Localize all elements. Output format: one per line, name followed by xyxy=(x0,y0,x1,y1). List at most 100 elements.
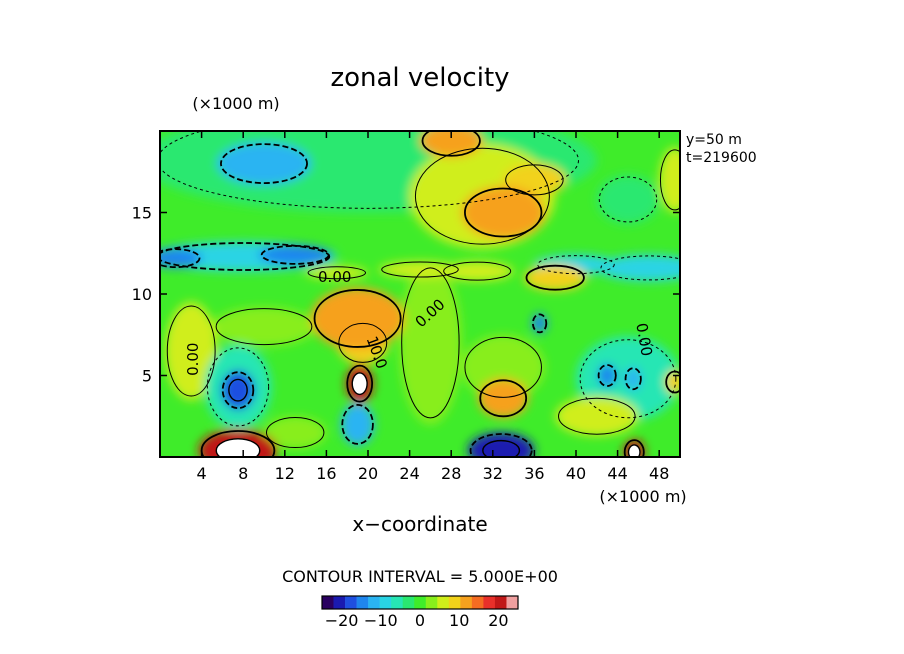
positive-contour xyxy=(479,379,528,418)
y-tick-label: 15 xyxy=(132,204,152,223)
positive-contour xyxy=(421,131,481,157)
contour-lines xyxy=(160,131,680,457)
velocity-feature xyxy=(212,307,316,347)
colorbar-tick-label: 10 xyxy=(449,611,469,630)
colorbar-swatch xyxy=(483,596,496,609)
positive-contour xyxy=(443,261,512,281)
colorbar-swatch xyxy=(345,596,357,609)
colorbar-swatch xyxy=(437,596,450,609)
colorbar-swatch xyxy=(356,596,369,609)
x-tick-label: 36 xyxy=(524,464,544,483)
negative-contour xyxy=(206,347,270,427)
positive-contour xyxy=(381,261,459,278)
colorbar-swatch xyxy=(322,596,334,609)
velocity-feature xyxy=(264,416,327,449)
y-tick-label: 5 xyxy=(142,367,152,386)
positive-contour xyxy=(166,305,216,397)
negative-contour xyxy=(624,367,642,391)
velocity-feature xyxy=(524,264,587,291)
positive-contour xyxy=(307,266,367,280)
x-tick-label: 20 xyxy=(358,464,378,483)
x-tick-label: 28 xyxy=(441,464,461,483)
velocity-feature xyxy=(420,131,483,158)
x-tick-label: 32 xyxy=(483,464,503,483)
velocity-feature xyxy=(221,370,255,410)
colorbar-swatch xyxy=(402,596,415,609)
colorbar-ticks: −20 −10 0 10 20 xyxy=(325,611,509,630)
velocity-feature xyxy=(478,378,529,418)
negative-contour xyxy=(532,313,548,334)
positive-contour xyxy=(525,264,585,291)
negative-contour xyxy=(598,176,658,223)
x-tick-label: 48 xyxy=(649,464,669,483)
x-tick-label: 4 xyxy=(197,464,207,483)
negative-contour xyxy=(597,364,617,387)
core-contour xyxy=(482,439,521,457)
contour-interval: CONTOUR INTERVAL = 5.000E+00 xyxy=(282,567,558,586)
negative-contour xyxy=(221,371,255,410)
velocity-feature xyxy=(310,287,405,350)
colorbar-swatch xyxy=(460,596,473,609)
y-axis: 5 10 15 xyxy=(132,204,680,386)
x-tick-label: 24 xyxy=(399,464,419,483)
positive-contour xyxy=(659,149,680,211)
colorbar-swatch xyxy=(448,596,461,609)
info-line-time: t=219600 xyxy=(686,150,757,166)
colorbar-tick-label: 0 xyxy=(415,611,425,630)
velocity-feature xyxy=(596,175,660,224)
velocity-field xyxy=(160,131,680,457)
positive-contour xyxy=(414,147,550,245)
x-tick-label: 12 xyxy=(275,464,295,483)
x-axis: 4 8 12 16 20 24 28 32 36 40 44 48 xyxy=(197,131,669,483)
negative-contour xyxy=(260,244,330,265)
negative-contour xyxy=(160,131,579,209)
contour-value-label: 0.00 xyxy=(318,268,351,286)
velocity-feature xyxy=(503,163,566,197)
velocity-feature xyxy=(340,403,375,446)
y-tick-label: 10 xyxy=(132,285,152,304)
positive-contour xyxy=(401,267,460,419)
positive-contour xyxy=(464,336,542,398)
contour-value-label: 0.00 xyxy=(184,342,202,375)
negative-contour xyxy=(160,248,201,269)
x-axis-label: x−coordinate xyxy=(352,512,487,536)
velocity-feature xyxy=(665,370,680,394)
velocity-feature xyxy=(596,254,680,281)
colorbar-swatch xyxy=(414,596,427,609)
colorbar-tick-label: 20 xyxy=(488,611,508,630)
velocity-feature xyxy=(624,367,642,391)
colorbar-swatch xyxy=(391,596,404,609)
positive-contour xyxy=(313,289,402,348)
velocity-feature xyxy=(555,396,639,436)
velocity-feature xyxy=(440,261,514,281)
negative-contour xyxy=(220,143,308,184)
chart-title: zonal velocity xyxy=(330,63,509,93)
positive-contour xyxy=(265,417,325,449)
negative-contour xyxy=(469,433,533,457)
velocity-feature xyxy=(378,261,462,278)
colorbar-swatch xyxy=(506,596,519,609)
x-tick-label: 8 xyxy=(238,464,248,483)
velocity-feature xyxy=(659,147,680,213)
velocity-feature xyxy=(532,313,547,334)
colorbar xyxy=(321,595,519,610)
velocity-feature xyxy=(305,266,368,280)
positive-contour xyxy=(623,439,645,457)
positive-contour xyxy=(558,397,636,435)
colorbar-swatch xyxy=(368,596,380,609)
colorbar-swatch xyxy=(379,596,392,609)
core-contour xyxy=(627,444,641,457)
x-tick-label: 40 xyxy=(566,464,586,483)
negative-contour xyxy=(600,255,680,281)
y-axis-unit: (×1000 m) xyxy=(192,94,279,113)
velocity-feature xyxy=(258,245,332,265)
info-line-depth: y=50 m xyxy=(686,132,742,148)
negative-contour xyxy=(537,255,615,275)
contour-value-label: 0.00 xyxy=(632,322,656,358)
positive-contour xyxy=(215,308,313,346)
velocity-feature xyxy=(461,334,545,400)
x-tick-label: 16 xyxy=(316,464,336,483)
positive-contour xyxy=(464,187,543,238)
velocity-feature xyxy=(217,142,311,185)
